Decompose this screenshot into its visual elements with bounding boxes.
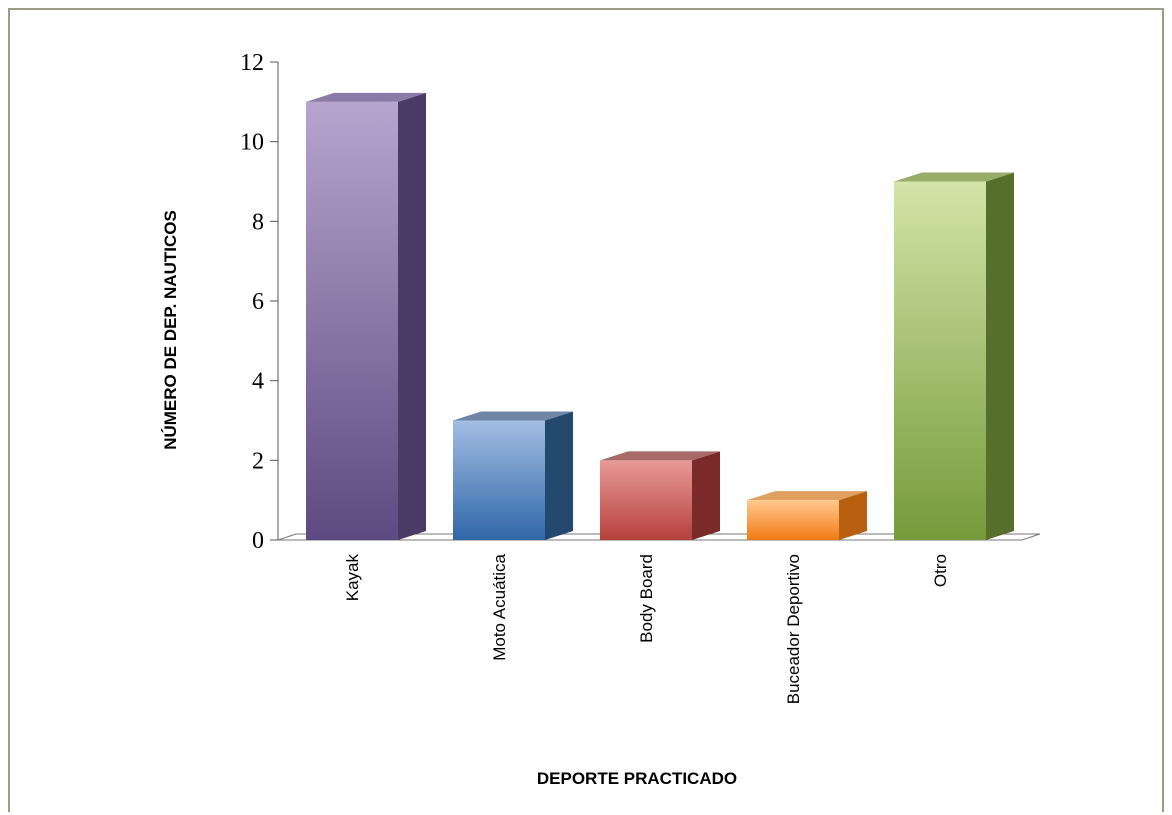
y-tick-label: 0: [252, 528, 264, 554]
x-axis-title: DEPORTE PRACTICADO: [537, 769, 737, 788]
x-category-labels: Kayak Moto Acuática Body Board Buceador Dep…: [343, 553, 950, 704]
chart-bars: [306, 92, 1014, 540]
bar-front: [747, 500, 839, 540]
bar-top: [306, 92, 426, 102]
bar-side: [692, 451, 720, 540]
bar-side: [398, 92, 426, 540]
bar-kayak: [306, 92, 426, 540]
bar-moto-acu-tica: [453, 411, 573, 540]
bar-otro: [894, 172, 1014, 540]
y-tick-labels: 0 2 4 6 8 10 12: [240, 50, 264, 554]
bar-top: [600, 451, 720, 461]
x-category-label: Body Board: [637, 554, 656, 643]
bar-front: [453, 420, 545, 540]
x-category-label: Otro: [931, 554, 950, 587]
bar-buceador-deportivo: [747, 491, 867, 540]
y-axis-title: NÚMERO DE DEP. NAUTICOS: [161, 210, 180, 450]
y-tick-label: 10: [240, 130, 264, 156]
x-category-label: Buceador Deportivo: [784, 554, 803, 704]
y-tick-label: 6: [252, 289, 264, 315]
y-tick-label: 4: [252, 369, 264, 395]
x-category-label: Moto Acuática: [490, 553, 509, 660]
bar-body-board: [600, 451, 720, 540]
bar-side: [545, 411, 573, 540]
bar-top: [453, 411, 573, 421]
bar-front: [306, 101, 398, 540]
bar-top: [894, 172, 1014, 182]
bar-front: [894, 181, 986, 540]
bar-side: [839, 491, 867, 540]
y-tick-label: 2: [252, 448, 264, 474]
bar-side: [986, 172, 1014, 540]
bar-front: [600, 460, 692, 540]
y-tick-label: 12: [240, 50, 264, 76]
bar-top: [747, 491, 867, 501]
y-tick-label: 8: [252, 209, 264, 235]
x-category-label: Kayak: [343, 554, 362, 602]
